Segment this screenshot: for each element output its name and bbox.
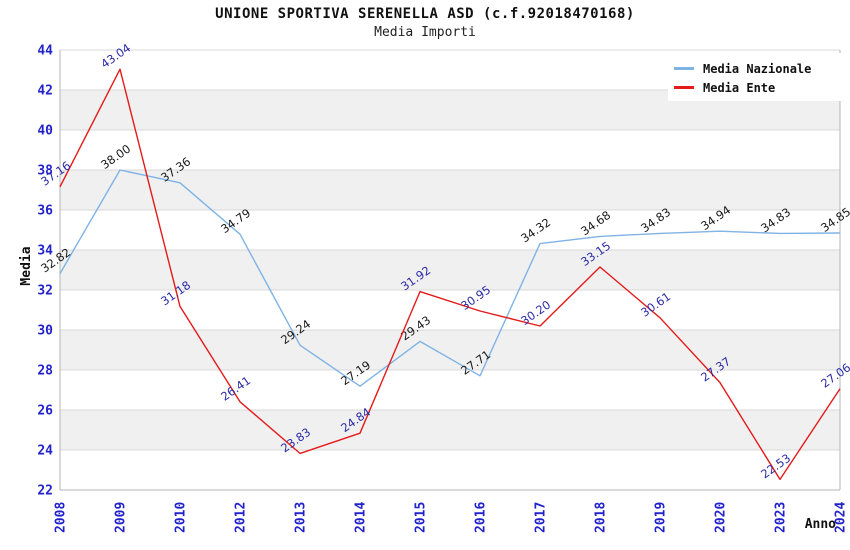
plot-band — [60, 410, 840, 450]
x-tick-label: 2015 — [414, 502, 429, 533]
legend-item-media-nazionale: Media Nazionale — [674, 59, 842, 78]
y-tick-label: 36 — [37, 204, 53, 219]
value-label: 30.20 — [518, 298, 553, 328]
x-tick-label: 2010 — [174, 502, 189, 533]
y-tick-label: 44 — [37, 44, 53, 59]
y-tick-label: 34 — [37, 244, 53, 259]
y-tick-label: 40 — [37, 124, 53, 139]
x-tick-label: 2013 — [294, 502, 309, 533]
y-tick-label: 24 — [37, 444, 53, 459]
x-tick-label: 2018 — [594, 502, 609, 533]
chart-title: UNIONE SPORTIVA SERENELLA ASD (c.f.92018… — [215, 6, 635, 22]
series-line-media-nazionale — [59, 169, 841, 387]
value-label: 43.04 — [98, 41, 133, 71]
value-label: 34.68 — [578, 208, 613, 238]
x-tick-label: 2014 — [354, 502, 369, 533]
y-axis-title: Media — [19, 246, 34, 285]
plot-band — [60, 170, 840, 210]
x-tick-label: 2009 — [114, 502, 129, 533]
x-tick-label: 2020 — [714, 502, 729, 533]
legend-swatch-media-ente — [674, 86, 694, 89]
x-tick-label: 2023 — [774, 502, 789, 533]
series-line-media-ente — [59, 68, 841, 481]
y-tick-label: 30 — [37, 324, 53, 339]
x-tick-label: 2012 — [234, 502, 249, 533]
y-tick-label: 26 — [37, 404, 53, 419]
value-label: 26.41 — [218, 373, 253, 403]
legend-swatch-media-nazionale — [674, 67, 694, 70]
value-label: 34.32 — [518, 215, 553, 245]
x-tick-label: 2016 — [474, 502, 489, 533]
y-tick-label: 32 — [37, 284, 53, 299]
y-tick-label: 28 — [37, 364, 53, 379]
chart-subtitle: Media Importi — [374, 25, 476, 40]
value-label: 30.61 — [638, 289, 673, 319]
x-axis-title: Anno — [805, 517, 836, 532]
legend-label-media-nazionale: Media Nazionale — [703, 61, 812, 76]
legend-label-media-ente: Media Ente — [703, 80, 776, 95]
value-label: 38.00 — [98, 142, 133, 172]
x-tick-label: 2008 — [54, 502, 69, 533]
legend: Media Nazionale Media Ente — [668, 53, 842, 101]
x-tick-label: 2017 — [534, 502, 549, 533]
y-tick-label: 42 — [37, 84, 53, 99]
x-tick-label: 2019 — [654, 502, 669, 533]
x-tick-label: 2024 — [834, 502, 849, 533]
y-tick-label: 22 — [37, 484, 53, 499]
legend-item-media-ente: Media Ente — [674, 78, 842, 97]
plot-band — [60, 330, 840, 370]
y-tick-label: 38 — [37, 164, 53, 179]
plot-band — [60, 250, 840, 290]
